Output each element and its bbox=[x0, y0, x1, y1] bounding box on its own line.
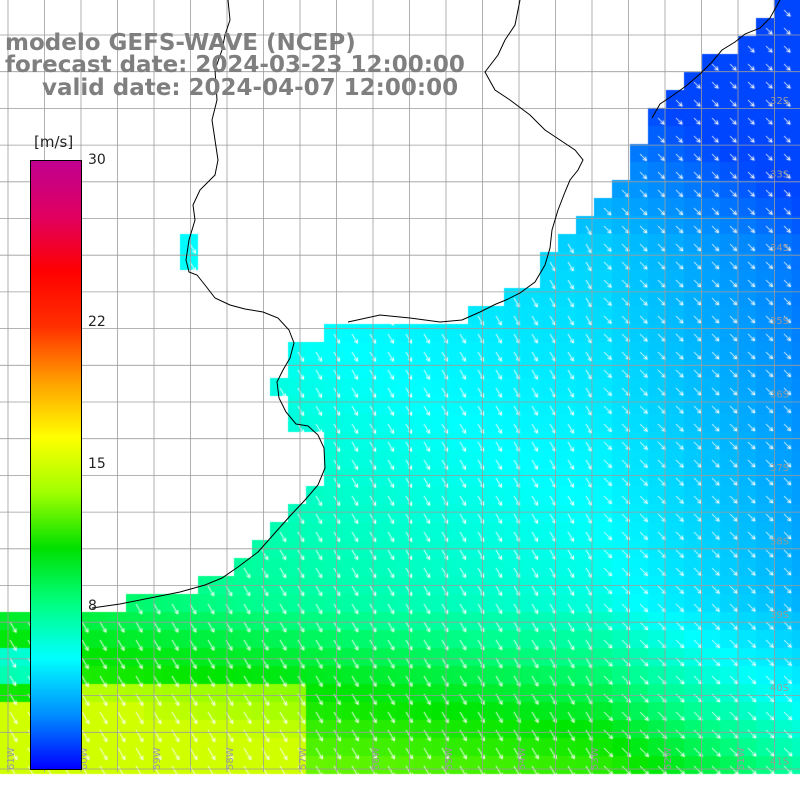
colorbar-unit: [m/s] bbox=[34, 133, 74, 151]
lat-label: 33S bbox=[770, 169, 789, 180]
coastline-brazil bbox=[651, 0, 781, 119]
title-valid-date: valid date: 2024-04-07 12:00:00 bbox=[42, 75, 459, 101]
lat-label: 40S bbox=[770, 683, 789, 694]
lat-label: 37S bbox=[770, 463, 789, 474]
colorbar-tick-label: 30 bbox=[88, 152, 106, 168]
coastline-north bbox=[347, 0, 584, 323]
lat-label: 34S bbox=[770, 243, 789, 254]
colorbar-tick-label: 8 bbox=[88, 597, 97, 614]
coastline bbox=[91, 0, 326, 609]
lat-label: 35S bbox=[770, 316, 789, 327]
colorbar bbox=[30, 160, 82, 770]
title-model: modelo GEFS-WAVE (NCEP) bbox=[5, 30, 356, 56]
lon-label: 58W bbox=[225, 747, 236, 770]
lat-label: 38S bbox=[770, 536, 789, 547]
colorbar-tick-label: 22 bbox=[88, 314, 106, 331]
lon-label: 60W bbox=[79, 747, 90, 770]
lon-label: 55W bbox=[444, 747, 455, 770]
title-forecast-date: forecast date: 2024-03-23 12:00:00 bbox=[5, 52, 465, 78]
lat-label: 39S bbox=[770, 610, 789, 621]
lat-lon-gridlines bbox=[0, 0, 800, 772]
lon-label: 51W bbox=[736, 747, 747, 770]
lon-label: 61W bbox=[6, 747, 17, 770]
grid-labels: 32S 33S 34S 35S 36S 37S 38S 39S 40S 41S 61W 60W 59W 5… bbox=[6, 96, 789, 770]
lon-label: 56W bbox=[371, 747, 382, 770]
colorbar-tick-label: 15 bbox=[88, 456, 106, 472]
lon-label: 52W bbox=[663, 747, 674, 770]
lon-label: 57W bbox=[298, 747, 309, 770]
lat-label: 32S bbox=[770, 96, 789, 107]
lon-label: 59W bbox=[152, 747, 163, 770]
lon-label: 53W bbox=[590, 747, 601, 770]
lat-label: 41S bbox=[770, 757, 789, 768]
lon-label: 54W bbox=[517, 747, 528, 770]
lat-label: 36S bbox=[770, 390, 789, 401]
